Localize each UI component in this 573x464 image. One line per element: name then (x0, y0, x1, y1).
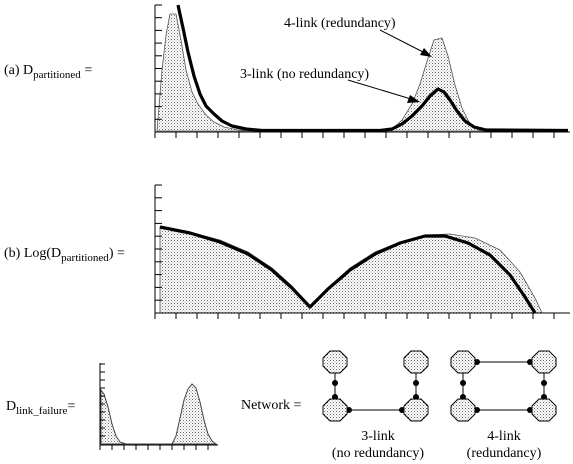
node-3link-bottom-right (403, 398, 429, 422)
network-three-link (322, 350, 429, 422)
panel-c-label: Dlink_failure= (6, 400, 75, 417)
panel-a-label-sub: partitioned (33, 69, 81, 81)
node-4link-top-right (531, 350, 557, 374)
panel-a-nonredundant-curve (176, 4, 569, 133)
panel-c-label-prefix: D (6, 399, 17, 414)
three-link-caption-line1: 3-link (361, 429, 395, 444)
panel-a-x-ticks (154, 132, 555, 138)
panel-a-y-ticks (155, 4, 162, 120)
network-four-link (450, 350, 557, 422)
panel-c-label-suffix: = (67, 399, 76, 414)
panel-a-label-prefix: (a) D (4, 63, 34, 78)
panel-c-label-sub: link_failure (16, 405, 68, 417)
panel-c-x-ticks (99, 445, 209, 450)
panel-a-label: (a) Dpartitioned = (4, 64, 92, 81)
node-4link-bottom-left (450, 398, 476, 422)
panel-b-nonredundant-curve (159, 225, 537, 314)
node-4link-bottom-right (531, 398, 557, 422)
panel-a-label-suffix: = (80, 63, 93, 78)
three-link-caption-line2: (no redundancy) (331, 446, 425, 461)
panel-c-failure-area (100, 383, 218, 445)
four-link-caption-line1: 4-link (487, 429, 521, 444)
node-4link-top-left (450, 350, 476, 374)
node-3link-top-left (322, 350, 348, 374)
four-link-caption-line2: (redundancy) (466, 446, 542, 461)
network-label: Network = (241, 398, 302, 413)
panel-c-plot (99, 363, 218, 450)
panel-b-x-ticks (154, 313, 555, 319)
panel-b-plot (154, 184, 570, 319)
panel-b-label-prefix: (b) Log(D (4, 246, 62, 261)
node-3link-top-right (403, 350, 429, 374)
node-3link-bottom-left (322, 398, 348, 422)
panel-b-label-sub: partitioned (61, 252, 109, 264)
panel-b-y-ticks (155, 184, 162, 301)
panel-b-label-suffix: ) = (108, 246, 125, 261)
panel-b-label: (b) Log(Dpartitioned) = (4, 247, 125, 264)
annotation-redundant: 4-link (redundancy) (284, 16, 396, 31)
panel-a-plot (154, 4, 570, 138)
annotation-nonredundant: 3-link (no redundancy) (240, 67, 370, 82)
arrow-nonredundant (347, 79, 420, 103)
panel-c-y-ticks (100, 363, 105, 437)
arrow-redundant (379, 29, 432, 57)
